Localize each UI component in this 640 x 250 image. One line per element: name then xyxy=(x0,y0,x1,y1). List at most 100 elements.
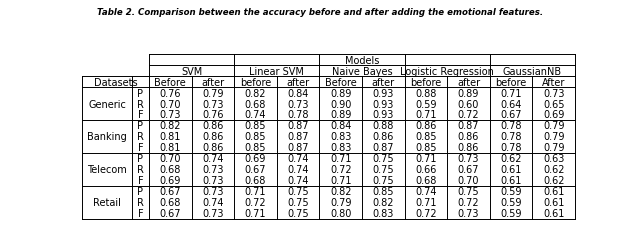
Text: 0.79: 0.79 xyxy=(330,197,351,207)
Text: 0.81: 0.81 xyxy=(159,143,181,153)
Text: 0.69: 0.69 xyxy=(543,110,564,120)
Text: 0.64: 0.64 xyxy=(500,99,522,109)
Text: 0.74: 0.74 xyxy=(202,154,223,164)
Text: 0.82: 0.82 xyxy=(372,197,394,207)
Text: P: P xyxy=(138,88,143,98)
Text: 0.73: 0.73 xyxy=(202,99,223,109)
Text: P: P xyxy=(138,154,143,164)
Text: 0.73: 0.73 xyxy=(202,208,223,218)
Text: 0.70: 0.70 xyxy=(159,154,181,164)
Text: 0.61: 0.61 xyxy=(543,208,564,218)
Text: 0.76: 0.76 xyxy=(202,110,223,120)
Text: F: F xyxy=(138,110,143,120)
Text: 0.67: 0.67 xyxy=(458,164,479,174)
Text: 0.76: 0.76 xyxy=(159,88,181,98)
Text: 0.67: 0.67 xyxy=(159,186,181,196)
Text: Table 2. Comparison between the accuracy before and after adding the emotional f: Table 2. Comparison between the accuracy… xyxy=(97,8,543,16)
Text: 0.59: 0.59 xyxy=(500,197,522,207)
Text: 0.72: 0.72 xyxy=(458,197,479,207)
Text: 0.78: 0.78 xyxy=(500,143,522,153)
Text: 0.87: 0.87 xyxy=(287,121,309,131)
Text: 0.71: 0.71 xyxy=(415,154,436,164)
Text: 0.87: 0.87 xyxy=(287,132,309,142)
Text: 0.88: 0.88 xyxy=(372,121,394,131)
Text: 0.78: 0.78 xyxy=(287,110,309,120)
Text: Telecom: Telecom xyxy=(87,164,127,174)
Text: 0.86: 0.86 xyxy=(415,121,436,131)
Text: 0.69: 0.69 xyxy=(159,176,181,186)
Text: 0.89: 0.89 xyxy=(458,88,479,98)
Text: SVM: SVM xyxy=(181,66,202,76)
Text: 0.71: 0.71 xyxy=(330,154,351,164)
Text: 0.86: 0.86 xyxy=(202,143,223,153)
Text: 0.61: 0.61 xyxy=(500,164,522,174)
Text: 0.59: 0.59 xyxy=(415,99,436,109)
Text: 0.75: 0.75 xyxy=(372,176,394,186)
Text: F: F xyxy=(138,176,143,186)
Text: 0.75: 0.75 xyxy=(287,197,309,207)
Text: 0.87: 0.87 xyxy=(287,143,309,153)
Text: 0.93: 0.93 xyxy=(372,110,394,120)
Text: 0.85: 0.85 xyxy=(415,143,436,153)
Text: 0.74: 0.74 xyxy=(287,176,309,186)
Text: 0.65: 0.65 xyxy=(543,99,564,109)
Text: 0.68: 0.68 xyxy=(245,176,266,186)
Text: 0.73: 0.73 xyxy=(458,154,479,164)
Text: 0.85: 0.85 xyxy=(244,132,266,142)
Text: 0.62: 0.62 xyxy=(543,164,564,174)
Text: 0.72: 0.72 xyxy=(244,197,266,207)
Text: 0.83: 0.83 xyxy=(372,208,394,218)
Text: 0.74: 0.74 xyxy=(415,186,436,196)
Text: 0.84: 0.84 xyxy=(287,88,308,98)
Text: 0.83: 0.83 xyxy=(330,143,351,153)
Text: 0.68: 0.68 xyxy=(245,99,266,109)
Text: 0.81: 0.81 xyxy=(159,132,181,142)
Text: after: after xyxy=(372,77,395,87)
Text: 0.74: 0.74 xyxy=(287,164,309,174)
Text: 0.71: 0.71 xyxy=(415,110,436,120)
Text: 0.61: 0.61 xyxy=(543,186,564,196)
Text: 0.85: 0.85 xyxy=(372,186,394,196)
Text: F: F xyxy=(138,208,143,218)
Text: 0.75: 0.75 xyxy=(287,186,309,196)
Text: 0.88: 0.88 xyxy=(415,88,436,98)
Text: 0.84: 0.84 xyxy=(330,121,351,131)
Text: 0.86: 0.86 xyxy=(458,132,479,142)
Text: 0.85: 0.85 xyxy=(415,132,436,142)
Text: 0.59: 0.59 xyxy=(500,186,522,196)
Text: Before: Before xyxy=(325,77,356,87)
Text: before: before xyxy=(240,77,271,87)
Text: 0.87: 0.87 xyxy=(458,121,479,131)
Text: 0.78: 0.78 xyxy=(500,132,522,142)
Text: 0.71: 0.71 xyxy=(415,197,436,207)
Text: 0.93: 0.93 xyxy=(372,88,394,98)
Text: 0.86: 0.86 xyxy=(372,132,394,142)
Text: 0.61: 0.61 xyxy=(543,197,564,207)
Text: 0.82: 0.82 xyxy=(244,88,266,98)
Text: Datasets: Datasets xyxy=(94,77,138,87)
Text: 0.68: 0.68 xyxy=(159,197,181,207)
Text: 0.71: 0.71 xyxy=(500,88,522,98)
Text: 0.60: 0.60 xyxy=(458,99,479,109)
Text: 0.75: 0.75 xyxy=(372,154,394,164)
Text: Naive Bayes: Naive Bayes xyxy=(332,66,392,76)
Text: 0.71: 0.71 xyxy=(244,186,266,196)
Text: after: after xyxy=(287,77,310,87)
Text: 0.78: 0.78 xyxy=(500,121,522,131)
Text: 0.73: 0.73 xyxy=(202,176,223,186)
Text: 0.86: 0.86 xyxy=(202,121,223,131)
Text: Logistic Regression: Logistic Regression xyxy=(400,66,494,76)
Text: After: After xyxy=(542,77,565,87)
Text: Generic: Generic xyxy=(88,99,126,109)
Text: 0.89: 0.89 xyxy=(330,88,351,98)
Text: 0.67: 0.67 xyxy=(500,110,522,120)
Text: 0.79: 0.79 xyxy=(543,143,564,153)
Text: R: R xyxy=(137,132,144,142)
Text: 0.74: 0.74 xyxy=(287,154,309,164)
Text: 0.82: 0.82 xyxy=(330,186,351,196)
Text: before: before xyxy=(495,77,527,87)
Text: Models: Models xyxy=(345,56,379,66)
Text: before: before xyxy=(410,77,442,87)
Text: 0.61: 0.61 xyxy=(500,176,522,186)
Text: 0.70: 0.70 xyxy=(159,99,181,109)
